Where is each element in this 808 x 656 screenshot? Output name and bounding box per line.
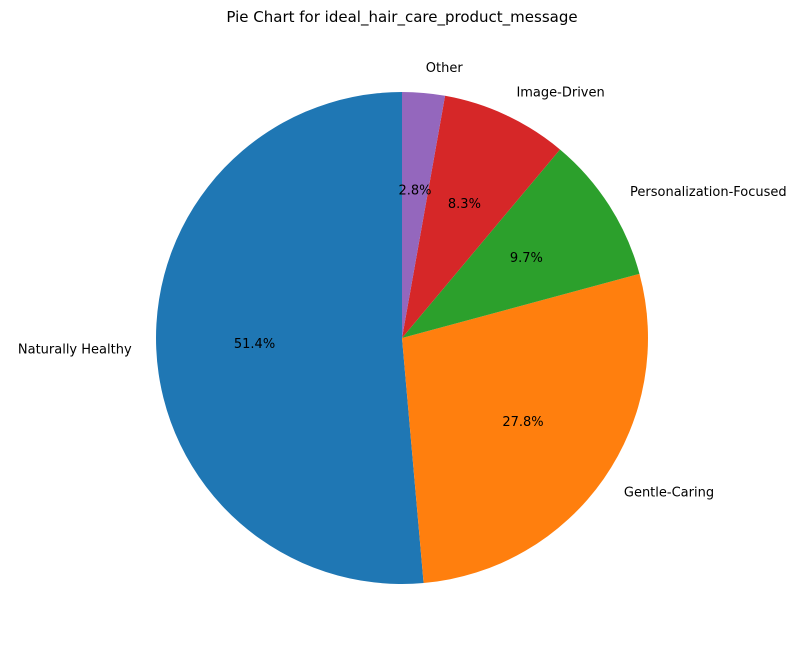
slice-label: Other bbox=[426, 61, 464, 76]
pie-slice bbox=[402, 149, 640, 338]
pie-slice bbox=[402, 273, 648, 584]
slice-label: Naturally Healthy bbox=[18, 342, 132, 357]
slice-percent-label: 2.8% bbox=[398, 183, 431, 198]
pie-slice bbox=[156, 92, 424, 585]
slice-label: Personalization-Focused bbox=[630, 185, 787, 200]
pie-slice bbox=[402, 95, 560, 338]
slice-percent-label: 51.4% bbox=[234, 337, 275, 352]
slice-label: Gentle-Caring bbox=[624, 485, 714, 500]
slice-percent-label: 27.8% bbox=[502, 415, 543, 430]
slice-percent-label: 9.7% bbox=[510, 251, 543, 266]
chart-title: Pie Chart for ideal_hair_care_product_me… bbox=[226, 8, 577, 27]
pie-slice bbox=[402, 92, 446, 338]
slices-layer bbox=[156, 92, 648, 585]
slice-label: Image-Driven bbox=[516, 85, 604, 100]
labels-layer: Naturally Healthy 51.4% Gentle-Caring 27.8%… bbox=[18, 61, 787, 500]
slice-percent-label: 8.3% bbox=[448, 197, 481, 212]
